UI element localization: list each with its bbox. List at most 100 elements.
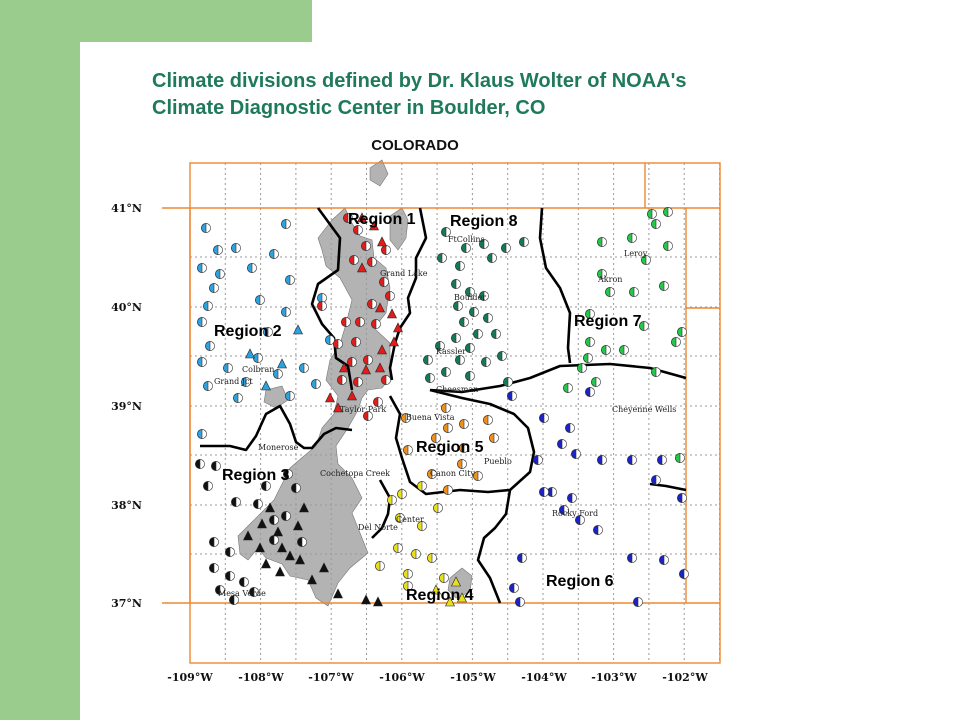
lat-label-39: 39°N xyxy=(111,400,142,413)
station-marker xyxy=(487,253,497,263)
station-marker xyxy=(633,597,643,607)
station-marker xyxy=(377,344,387,355)
city-label-canon-city: Canon City xyxy=(430,469,475,478)
station-marker xyxy=(197,317,207,327)
city-label-mesa-verde: Mesa Verde xyxy=(218,589,266,598)
station-marker xyxy=(563,383,573,393)
station-marker xyxy=(363,411,373,421)
station-marker xyxy=(213,245,223,255)
city-label-leroy: Leroy xyxy=(624,249,648,258)
station-marker xyxy=(451,279,461,289)
left-accent-bar xyxy=(0,0,80,720)
station-marker xyxy=(601,345,611,355)
station-marker xyxy=(245,348,255,359)
station-marker xyxy=(559,505,569,515)
station-marker xyxy=(197,357,207,367)
station-marker xyxy=(627,553,637,563)
slide-title-line-1: Climate divisions defined by Dr. Klaus W… xyxy=(152,70,687,92)
station-marker xyxy=(299,502,309,513)
station-marker xyxy=(591,377,601,387)
station-marker xyxy=(361,364,371,375)
colorado-climate-map: Region 1 Region 2 Region 3 Region 4 Regi… xyxy=(111,137,721,684)
lat-label-38: 38°N xyxy=(111,499,142,512)
city-label-buena-vista: Buena Vista xyxy=(406,413,455,422)
station-marker xyxy=(509,583,519,593)
station-marker xyxy=(465,343,475,353)
station-marker xyxy=(517,553,527,563)
station-marker xyxy=(215,585,225,595)
station-marker xyxy=(443,485,453,495)
city-label-cochetopa-creek: Cochetopa Creek xyxy=(320,469,390,478)
station-marker xyxy=(389,336,399,347)
station-marker xyxy=(353,377,363,387)
station-marker xyxy=(273,369,283,379)
station-marker xyxy=(357,212,367,223)
station-marker xyxy=(571,449,581,459)
station-marker xyxy=(671,337,681,347)
station-marker xyxy=(393,322,403,333)
station-marker xyxy=(629,287,639,297)
station-marker xyxy=(439,573,449,583)
station-marker xyxy=(203,481,213,491)
station-marker xyxy=(479,239,489,249)
station-marker xyxy=(387,308,397,319)
station-marker xyxy=(225,571,235,581)
station-marker xyxy=(491,329,501,339)
station-marker xyxy=(299,363,309,373)
lat-label-41: 41°N xyxy=(111,202,142,215)
station-marker xyxy=(627,233,637,243)
station-marker xyxy=(515,597,525,607)
station-marker xyxy=(457,592,467,603)
city-label-taylor-park: Taylor Park xyxy=(340,405,386,414)
station-marker xyxy=(575,515,585,525)
station-marker xyxy=(281,219,291,229)
station-marker xyxy=(657,455,667,465)
station-marker xyxy=(353,225,363,235)
station-marker xyxy=(437,253,447,263)
top-accent-bar xyxy=(0,0,312,42)
station-marker xyxy=(369,220,379,231)
station-marker xyxy=(197,263,207,273)
station-marker xyxy=(297,537,307,547)
station-marker xyxy=(273,526,283,537)
station-marker xyxy=(597,237,607,247)
station-marker xyxy=(325,392,335,403)
station-marker xyxy=(339,362,349,373)
station-marker xyxy=(501,243,511,253)
lon-label-106: -106°W xyxy=(379,671,425,684)
station-marker xyxy=(371,319,381,329)
station-marker xyxy=(325,335,335,345)
station-marker xyxy=(333,588,343,599)
station-marker xyxy=(533,455,543,465)
station-marker xyxy=(597,269,607,279)
station-marker xyxy=(557,439,567,449)
city-label-del-norte: Del Norte xyxy=(358,523,398,532)
region-6-label: Region 6 xyxy=(546,573,614,590)
station-marker xyxy=(361,241,371,251)
station-marker xyxy=(293,520,303,531)
station-marker xyxy=(197,429,207,439)
lon-label-104: -104°W xyxy=(521,671,567,684)
boundary-region-6-east xyxy=(649,482,687,492)
station-marker xyxy=(225,547,235,557)
latitude-labels: 41°N 40°N 39°N 38°N 37°N xyxy=(111,202,142,610)
lon-label-105: -105°W xyxy=(450,671,496,684)
station-marker xyxy=(483,415,493,425)
station-marker xyxy=(231,497,241,507)
boundary-region-8-7 xyxy=(538,207,572,364)
station-marker xyxy=(441,227,451,237)
station-marker xyxy=(243,530,253,541)
station-marker xyxy=(675,453,685,463)
station-marker xyxy=(261,558,271,569)
station-marker xyxy=(423,355,433,365)
station-marker xyxy=(619,345,629,355)
station-marker xyxy=(465,287,475,297)
slide-title: Climate divisions defined by Dr. Klaus W… xyxy=(152,68,912,122)
station-marker xyxy=(347,357,357,367)
station-marker xyxy=(233,393,243,403)
station-marker xyxy=(283,469,293,479)
station-marker xyxy=(461,243,471,253)
terrain-north-edge xyxy=(369,159,389,187)
city-label-center: Center xyxy=(396,515,424,524)
longitude-labels: -109°W -108°W -107°W -106°W -105°W -104°… xyxy=(167,671,708,684)
